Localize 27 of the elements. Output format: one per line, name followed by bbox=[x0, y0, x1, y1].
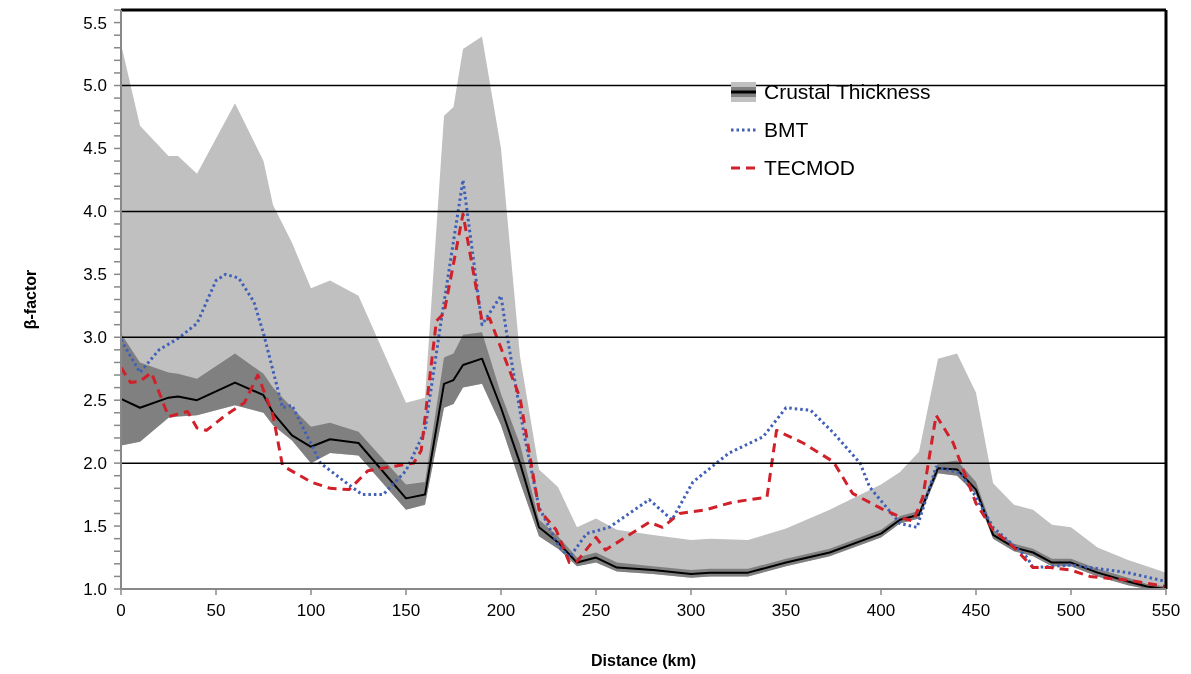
x-tick-label: 50 bbox=[206, 601, 226, 620]
x-tick-label: 100 bbox=[296, 601, 326, 620]
x-tick-label: 0 bbox=[116, 601, 126, 620]
y-tick-label: 3.0 bbox=[83, 328, 107, 348]
x-tick-label: 250 bbox=[581, 601, 611, 620]
legend-label: BMT bbox=[764, 118, 809, 142]
y-tick-label: 5.5 bbox=[83, 13, 107, 33]
y-tick-label: 5.0 bbox=[83, 76, 107, 96]
x-tick-label: 450 bbox=[961, 601, 991, 620]
y-tick-label: 4.0 bbox=[83, 202, 107, 222]
x-tick-label: 300 bbox=[676, 601, 706, 620]
x-tick-label: 550 bbox=[1151, 601, 1181, 620]
x-axis-title: Distance (km) bbox=[591, 652, 696, 669]
x-tick-label: 350 bbox=[771, 601, 801, 620]
x-tick-label: 200 bbox=[486, 601, 516, 620]
legend-label: TECMOD bbox=[764, 156, 855, 180]
y-tick-label: 1.5 bbox=[83, 517, 107, 537]
x-tick-label: 500 bbox=[1056, 601, 1086, 620]
y-tick-label: 2.0 bbox=[83, 454, 107, 474]
y-axis-title: β-factor bbox=[22, 269, 39, 330]
y-tick-label: 3.5 bbox=[83, 265, 107, 285]
x-tick-label: 150 bbox=[391, 601, 421, 620]
x-tick-label: 400 bbox=[866, 601, 896, 620]
y-tick-label: 4.5 bbox=[83, 139, 107, 159]
y-tick-label: 2.5 bbox=[83, 391, 107, 411]
legend-label: Crustal Thickness bbox=[764, 80, 931, 104]
y-tick-label: 1.0 bbox=[83, 579, 107, 599]
